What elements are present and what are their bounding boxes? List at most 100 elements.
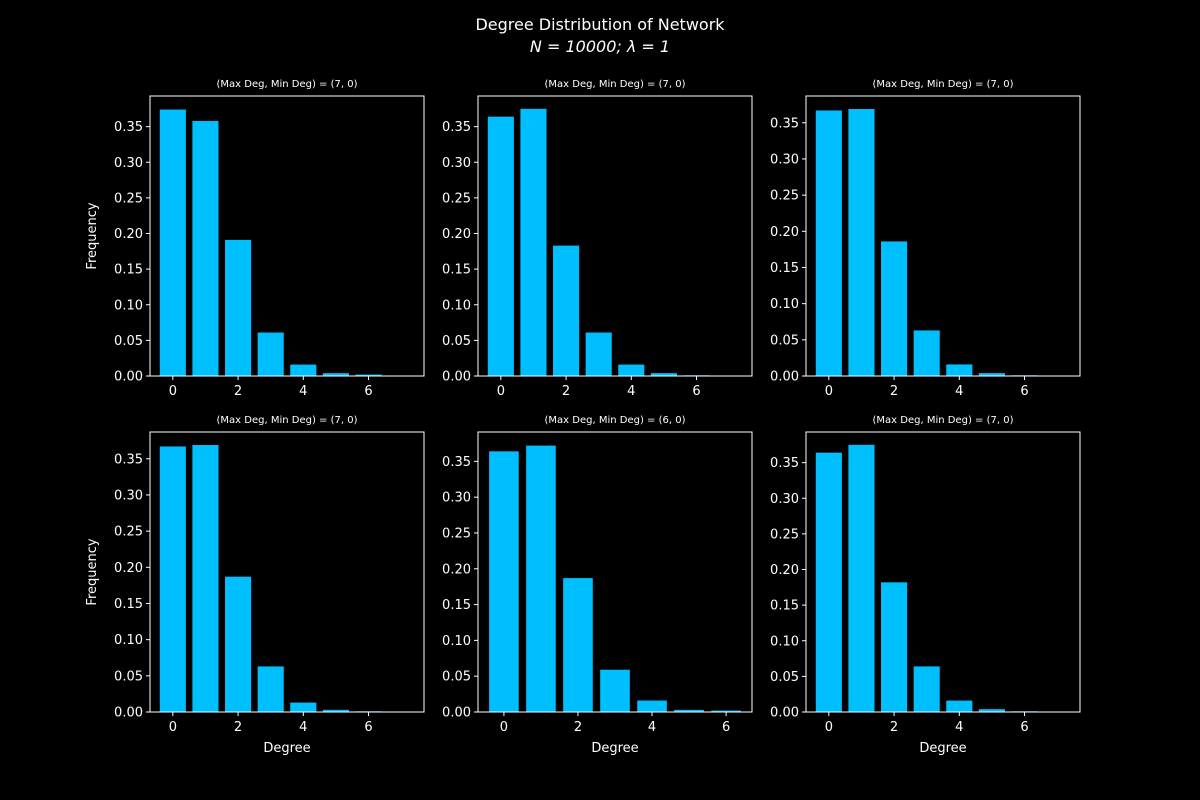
x-axis-label: Degree [263,741,310,756]
y-tick-label: 0.25 [114,525,143,540]
y-tick-label: 0.00 [442,706,471,721]
x-tick-label: 6 [1020,384,1028,399]
subplot-title: (Max Deg, Min Deg) = (7, 0) [873,79,1014,90]
y-tick-label: 0.30 [442,491,471,506]
bar [290,702,317,712]
bar [978,373,1005,376]
subplot-title: (Max Deg, Min Deg) = (7, 0) [545,79,686,90]
y-tick-label: 0.00 [114,370,143,385]
bar [881,582,908,712]
x-tick-label: 2 [574,720,582,735]
subplot-title: (Max Deg, Min Deg) = (7, 0) [873,415,1014,426]
bar [290,364,317,376]
bar [225,576,252,712]
y-tick-label: 0.05 [770,333,799,348]
figure-title: Degree Distribution of Network [475,15,725,34]
y-tick-label: 0.35 [114,120,143,135]
y-tick-label: 0.10 [770,634,799,649]
y-tick-label: 0.20 [442,227,471,242]
y-tick-label: 0.30 [770,492,799,507]
x-tick-label: 4 [955,384,963,399]
bar [848,444,875,712]
subplot-title: (Max Deg, Min Deg) = (7, 0) [217,79,358,90]
x-tick-label: 6 [722,720,730,735]
bar [192,120,219,376]
y-tick-label: 0.20 [442,562,471,577]
bar [489,451,519,712]
y-tick-label: 0.15 [442,263,471,278]
y-tick-label: 0.35 [114,452,143,467]
y-tick-label: 0.05 [770,670,799,685]
bar [257,666,284,712]
x-tick-label: 2 [234,720,242,735]
y-tick-label: 0.05 [114,334,143,349]
subplot-2: (Max Deg, Min Deg) = (7, 0) 0.00 0.05 0.10 0… [442,79,753,399]
bar [637,700,667,712]
bar [881,241,908,376]
y-tick-label: 0.25 [114,191,143,206]
y-tick-label: 0.20 [770,225,799,240]
bar [600,669,630,712]
x-tick-label: 0 [825,720,833,735]
y-tick-label: 0.15 [442,598,471,613]
axes-frame [477,95,753,377]
y-tick-label: 0.25 [770,189,799,204]
y-tick-label: 0.10 [114,633,143,648]
subplot-1: (Max Deg, Min Deg) = (7, 0) 0.00 0.05 0.10 0… [85,79,425,399]
x-tick-label: 6 [364,720,372,735]
x-tick-label: 2 [890,384,898,399]
y-tick-label: 0.15 [114,263,143,278]
axes-frame [805,431,1081,713]
bar [618,364,645,376]
x-tick-label: 6 [364,384,372,399]
x-axis-label: Degree [919,741,966,756]
y-tick-label: 0.00 [770,706,799,721]
subplot-title: (Max Deg, Min Deg) = (6, 0) [545,415,686,426]
x-tick-label: 4 [627,384,635,399]
y-tick-label: 0.35 [770,116,799,131]
y-tick-label: 0.20 [114,561,143,576]
bar [650,373,677,376]
y-tick-label: 0.20 [770,563,799,578]
x-tick-label: 2 [890,720,898,735]
bar [913,330,940,376]
x-tick-label: 4 [299,720,307,735]
subplot-4: (Max Deg, Min Deg) = (7, 0) 0.00 0.05 0.10 0… [85,415,425,756]
bar [946,700,973,712]
subplot-grid: (Max Deg, Min Deg) = (7, 0) 0.00 0.05 0.10 0… [85,79,1081,756]
subplot-5: (Max Deg, Min Deg) = (6, 0) 0.00 0.05 0.10 0… [442,415,753,756]
subplot-6: (Max Deg, Min Deg) = (7, 0) 0.00 0.05 0.10 0… [770,415,1081,756]
x-tick-label: 2 [234,384,242,399]
x-tick-label: 0 [169,384,177,399]
y-tick-label: 0.15 [770,261,799,276]
y-axis-label: Frequency [85,202,100,269]
y-tick-label: 0.05 [114,669,143,684]
y-tick-label: 0.00 [770,370,799,385]
x-tick-label: 0 [500,720,508,735]
y-tick-label: 0.15 [770,599,799,614]
x-tick-label: 2 [562,384,570,399]
y-tick-label: 0.20 [114,227,143,242]
y-tick-label: 0.35 [770,456,799,471]
y-tick-label: 0.30 [114,488,143,503]
y-tick-label: 0.10 [442,634,471,649]
axes-frame [477,431,753,713]
x-tick-label: 0 [497,384,505,399]
y-tick-label: 0.25 [442,191,471,206]
y-tick-label: 0.25 [770,527,799,542]
bar [322,373,349,376]
bar [159,446,186,712]
y-tick-label: 0.00 [114,706,143,721]
x-tick-label: 6 [692,384,700,399]
y-tick-label: 0.00 [442,370,471,385]
y-tick-label: 0.10 [770,297,799,312]
bar [563,578,593,712]
y-tick-label: 0.05 [442,334,471,349]
y-tick-label: 0.35 [442,120,471,135]
y-tick-label: 0.25 [442,526,471,541]
bar [159,109,186,376]
x-tick-label: 4 [955,720,963,735]
y-tick-label: 0.15 [114,597,143,612]
bar [674,709,704,712]
